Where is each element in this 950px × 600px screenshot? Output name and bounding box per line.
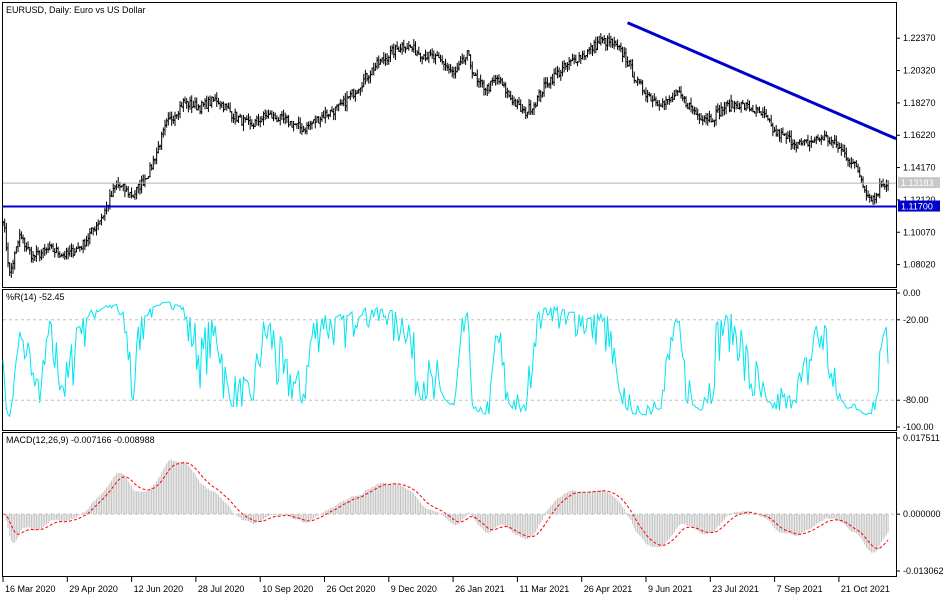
wpr-tick-label: -100.00 bbox=[903, 422, 934, 432]
overlays bbox=[3, 21, 897, 515]
wpr-panel-frame bbox=[2, 289, 897, 431]
price-panel-frame bbox=[2, 2, 897, 288]
macd-tick-label: -0.013062 bbox=[903, 566, 944, 576]
x-tick-label: 7 Sep 2021 bbox=[777, 584, 823, 594]
x-tick-label: 26 Oct 2020 bbox=[327, 584, 376, 594]
price-tick-label: 1.20320 bbox=[903, 66, 936, 76]
axes: 1.22370 1.20320 1.18270 1.16220 1.14170 1.121… bbox=[2, 33, 944, 594]
wpr-tick-label: 0.00 bbox=[903, 288, 921, 298]
price-tick-label: 1.12120 bbox=[903, 195, 936, 205]
price-tick-label: 1.18270 bbox=[903, 98, 936, 108]
x-tick-label: 16 Mar 2020 bbox=[5, 584, 56, 594]
support-price-label: 1.11700 bbox=[901, 202, 933, 212]
x-tick-label: 11 Mar 2021 bbox=[519, 584, 569, 594]
x-tick-label: 29 Apr 2020 bbox=[69, 584, 118, 594]
support-price-tag bbox=[898, 200, 940, 212]
macd-histogram bbox=[2, 459, 889, 553]
wpr-chart-title: %R(14) -52.45 bbox=[6, 292, 65, 302]
macd-chart-title: MACD(12,26,9) -0.007166 -0.008988 bbox=[6, 435, 155, 445]
wpr-series-line bbox=[2, 301, 889, 418]
wpr-tick-label: -20.00 bbox=[903, 315, 929, 325]
price-tick-label: 1.16220 bbox=[903, 130, 936, 140]
wpr-line bbox=[2, 301, 889, 418]
x-tick-label: 23 Jul 2021 bbox=[712, 584, 759, 594]
trendline bbox=[626, 21, 897, 141]
x-tick-label: 12 Jun 2020 bbox=[134, 584, 184, 594]
x-tick-label: 26 Jan 2021 bbox=[455, 584, 505, 594]
macd-tick-label: 0.000000 bbox=[903, 509, 941, 519]
price-tick-label: 1.08020 bbox=[903, 260, 936, 270]
price-bars bbox=[1, 32, 890, 278]
macd-tick-label: 0.017511 bbox=[903, 433, 940, 443]
x-tick-label: 26 Apr 2021 bbox=[584, 584, 633, 594]
price-tick-label: 1.10070 bbox=[903, 227, 936, 237]
x-tick-label: 9 Jun 2021 bbox=[648, 584, 693, 594]
x-tick-label: 10 Sep 2020 bbox=[262, 584, 313, 594]
x-tick-label: 28 Jul 2020 bbox=[198, 584, 245, 594]
current-price-label: 1.13183 bbox=[901, 178, 934, 188]
current-price-tag bbox=[898, 177, 940, 189]
x-tick-label: 21 Oct 2021 bbox=[841, 584, 890, 594]
price-tick-label: 1.22370 bbox=[903, 33, 936, 43]
price-tick-label: 1.14170 bbox=[903, 163, 936, 173]
macd-signal-line bbox=[2, 462, 889, 550]
price-chart-title: EURUSD, Daily: Euro vs US Dollar bbox=[6, 5, 146, 15]
wpr-tick-label: -80.00 bbox=[903, 395, 929, 405]
x-tick-label: 9 Dec 2020 bbox=[391, 584, 437, 594]
